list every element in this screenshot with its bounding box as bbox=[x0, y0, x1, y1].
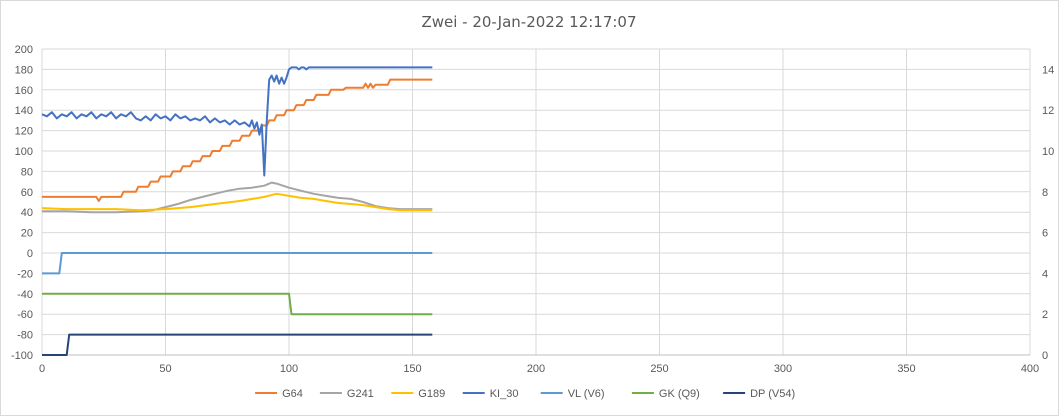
y-tick-label: 20 bbox=[21, 228, 33, 240]
y-tick-label: 60 bbox=[21, 187, 33, 199]
legend-item-ki-30: KI_30 bbox=[462, 388, 519, 400]
legend-label: G189 bbox=[418, 388, 445, 400]
legend-item-vl-v6-: VL (V6) bbox=[540, 388, 605, 400]
legend-label: GK (Q9) bbox=[659, 388, 700, 400]
x-tick-label: 200 bbox=[527, 363, 545, 375]
x-tick-label: 250 bbox=[650, 363, 668, 375]
series-line-g189 bbox=[41, 192, 433, 212]
legend-label: KI_30 bbox=[490, 388, 519, 400]
series-line-g64 bbox=[42, 78, 433, 202]
y-tick-label: 180 bbox=[15, 64, 33, 76]
x-tick-label: 400 bbox=[1021, 363, 1039, 375]
y-tick-label: -20 bbox=[17, 268, 33, 280]
y2-tick-label: 0 bbox=[1042, 350, 1048, 362]
y-tick-label: 80 bbox=[21, 166, 33, 178]
y2-tick-label: 4 bbox=[1042, 268, 1048, 280]
y-tick-label: 140 bbox=[15, 105, 33, 117]
x-tick-label: 0 bbox=[39, 363, 45, 375]
legend-label: G241 bbox=[347, 388, 374, 400]
y-tick-label: -100 bbox=[11, 350, 33, 362]
series-line-gk-q9- bbox=[42, 292, 433, 316]
chart-title: Zwei - 20-Jan-2022 12:17:07 bbox=[421, 13, 636, 31]
y-tick-label: 120 bbox=[15, 126, 33, 138]
y-tick-label: 200 bbox=[15, 44, 33, 56]
series-line-dp-v54- bbox=[42, 333, 433, 356]
legend-label: VL (V6) bbox=[568, 388, 605, 400]
grid-lines bbox=[41, 48, 1031, 356]
legend-item-dp-v54-: DP (V54) bbox=[723, 388, 795, 400]
legend-item-gk-q9-: GK (Q9) bbox=[631, 388, 700, 400]
x-tick-label: 150 bbox=[403, 363, 421, 375]
y2-tick-label: 2 bbox=[1042, 309, 1048, 321]
y-tick-label: -60 bbox=[17, 309, 33, 321]
y2-tick-label: 8 bbox=[1042, 187, 1048, 199]
legend-item-g189: G189 bbox=[391, 388, 445, 400]
y2-tick-label: 10 bbox=[1042, 146, 1054, 158]
x-tick-label: 100 bbox=[280, 363, 298, 375]
axes: -100-80-60-40-20020406080100120140160180… bbox=[11, 44, 1054, 375]
series-line-vl-v6- bbox=[42, 252, 433, 275]
y2-tick-label: 14 bbox=[1042, 64, 1054, 76]
x-tick-label: 350 bbox=[897, 363, 915, 375]
legend-item-g241: G241 bbox=[319, 388, 374, 400]
y-tick-label: 100 bbox=[15, 146, 33, 158]
y-tick-label: 160 bbox=[15, 85, 33, 97]
legend-item-g64: G64 bbox=[255, 388, 303, 400]
series-lines bbox=[41, 66, 433, 356]
legend-label: G64 bbox=[282, 388, 303, 400]
y2-tick-label: 12 bbox=[1042, 105, 1054, 117]
legend-label: DP (V54) bbox=[750, 388, 795, 400]
y-tick-label: 40 bbox=[21, 207, 33, 219]
y-tick-label: -40 bbox=[17, 289, 33, 301]
legend: G64 G241 G189 KI_30 VL (V6) GK (Q9) DP (V54) bbox=[255, 388, 795, 400]
series-line-ki-30 bbox=[41, 66, 433, 177]
y2-tick-label: 6 bbox=[1042, 228, 1048, 240]
y-tick-label: 0 bbox=[27, 248, 33, 260]
x-tick-label: 50 bbox=[159, 363, 171, 375]
x-tick-label: 300 bbox=[774, 363, 792, 375]
y-tick-label: -80 bbox=[17, 330, 33, 342]
